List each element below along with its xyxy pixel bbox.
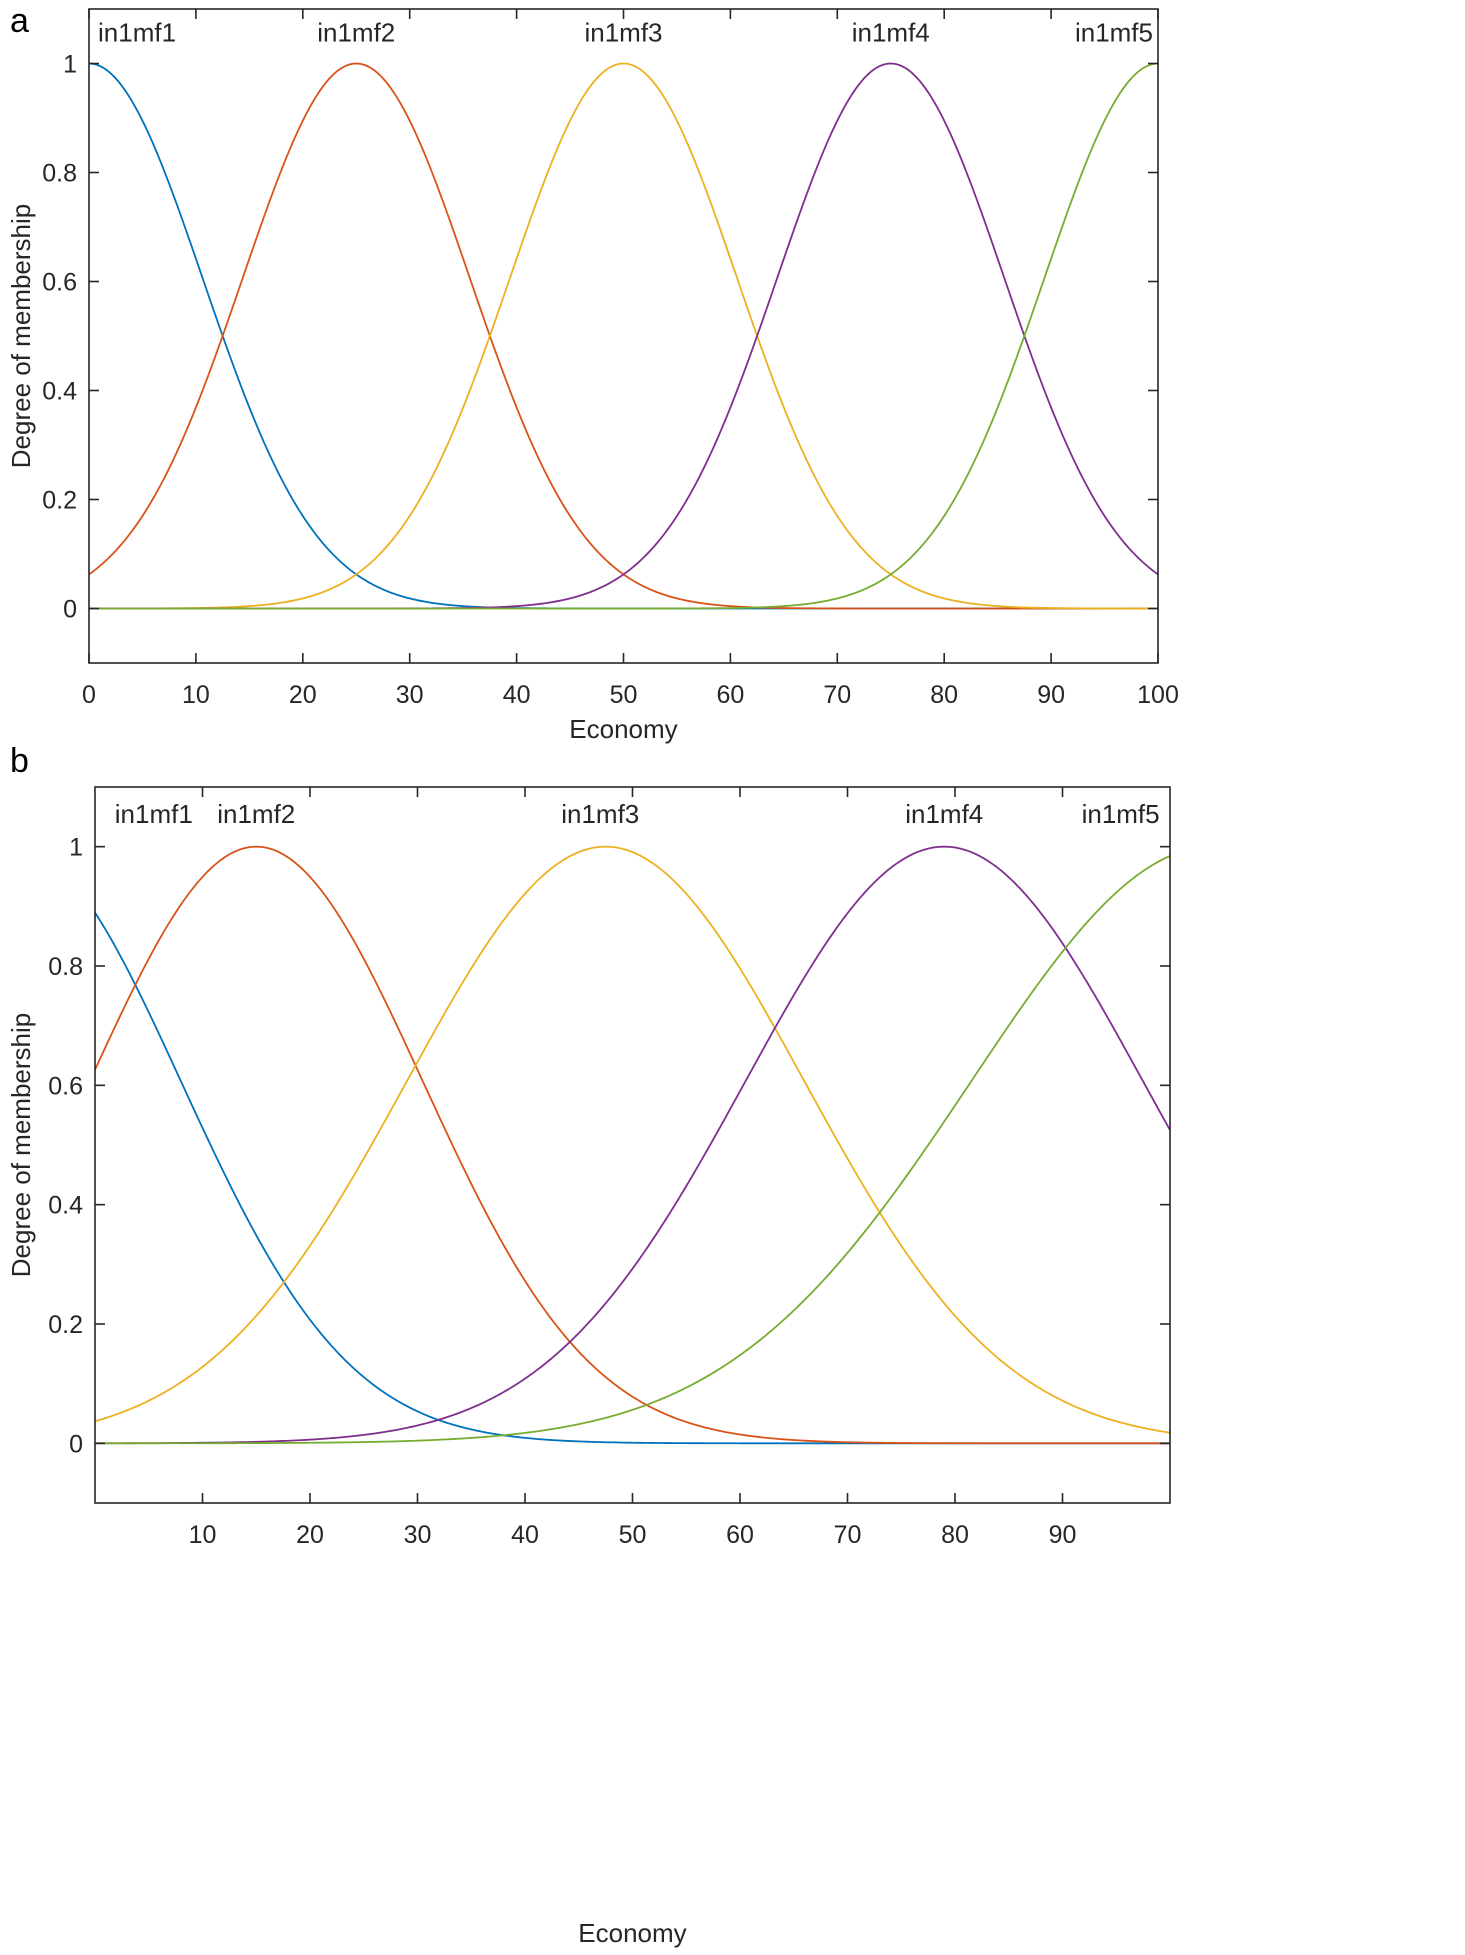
panel-letter: a [10,2,29,40]
panel-b: b 10 20 30 40 50 60 70 80 90 0 0.2 0.4 0.6 0.8 1 Economy… [6,742,1171,1948]
panel-letter: b [10,742,29,780]
series-line-in1mf5 [95,855,1170,1445]
x-tick-label: 0 [82,681,96,709]
x-tick-label: 70 [823,681,851,709]
x-axis-label: Economy [569,714,677,744]
x-tick-label: 20 [289,681,317,709]
x-tick-label: 80 [930,681,958,709]
mf-name-label: in1mf4 [852,18,930,48]
y-tick-label: 1 [69,834,83,862]
y-tick-label: 0.4 [42,378,77,406]
series-line-in1mf1 [95,912,1170,1445]
mf-name-label: in1mf2 [317,18,395,48]
y-tick-label: 0.4 [48,1192,83,1220]
mf-name-label: in1mf1 [98,18,176,48]
series-line-in1mf2 [95,845,1170,1445]
mf-name-label: in1mf5 [1082,799,1160,829]
y-axis-label: Degree of membership [6,204,36,468]
x-tick-label: 30 [404,1521,432,1549]
x-axis-label: Economy [578,1918,686,1948]
x-tick-label: 60 [726,1521,754,1549]
plot-frame [94,786,1171,1504]
x-tick-label: 90 [1037,681,1065,709]
panel-a: a 0 10 20 30 40 50 60 70 80 90 100 0 0.2 0.4 0.6 0.8 1 Eco… [6,2,1179,744]
series-line-in1mf3 [95,845,1170,1434]
y-tick-label: 0.6 [42,269,77,297]
series-line-in1mf5 [89,62,1158,610]
curves [95,845,1170,1445]
x-tick-label: 20 [296,1521,324,1549]
mf-name-label: in1mf2 [217,799,295,829]
series-line-in1mf4 [95,845,1170,1445]
plot-frame [88,8,1159,664]
series-line-in1mf3 [89,62,1158,610]
x-tick-label: 60 [716,681,744,709]
series-line-in1mf4 [89,62,1158,610]
y-tick-label: 0.8 [42,160,77,188]
mf-name-label: in1mf3 [561,799,639,829]
x-tick-label: 50 [610,681,638,709]
x-tick-label: 70 [834,1521,862,1549]
mf-name-label: in1mf5 [1075,18,1153,48]
y-tick-label: 1 [63,51,77,79]
x-tick-label: 10 [189,1521,217,1549]
x-tick-label: 40 [511,1521,539,1549]
x-tick-label: 100 [1137,681,1179,709]
y-tick-label: 0 [63,596,77,624]
x-tick-label: 50 [619,1521,647,1549]
x-tick-label: 30 [396,681,424,709]
x-tick-label: 10 [182,681,210,709]
mf-name-label: in1mf4 [905,799,983,829]
x-tick-label: 90 [1049,1521,1077,1549]
x-tick-label: 80 [941,1521,969,1549]
x-tick-label: 40 [503,681,531,709]
series-line-in1mf1 [89,62,1158,610]
series-line-in1mf2 [89,62,1158,610]
y-tick-label: 0.8 [48,953,83,981]
curves [89,62,1158,610]
y-tick-label: 0 [69,1430,83,1458]
y-axis-label: Degree of membership [6,1013,36,1277]
mf-name-label: in1mf1 [115,799,193,829]
y-tick-label: 0.2 [48,1311,83,1339]
y-tick-label: 0.2 [42,487,77,515]
mf-name-label: in1mf3 [584,18,662,48]
y-tick-label: 0.6 [48,1072,83,1100]
